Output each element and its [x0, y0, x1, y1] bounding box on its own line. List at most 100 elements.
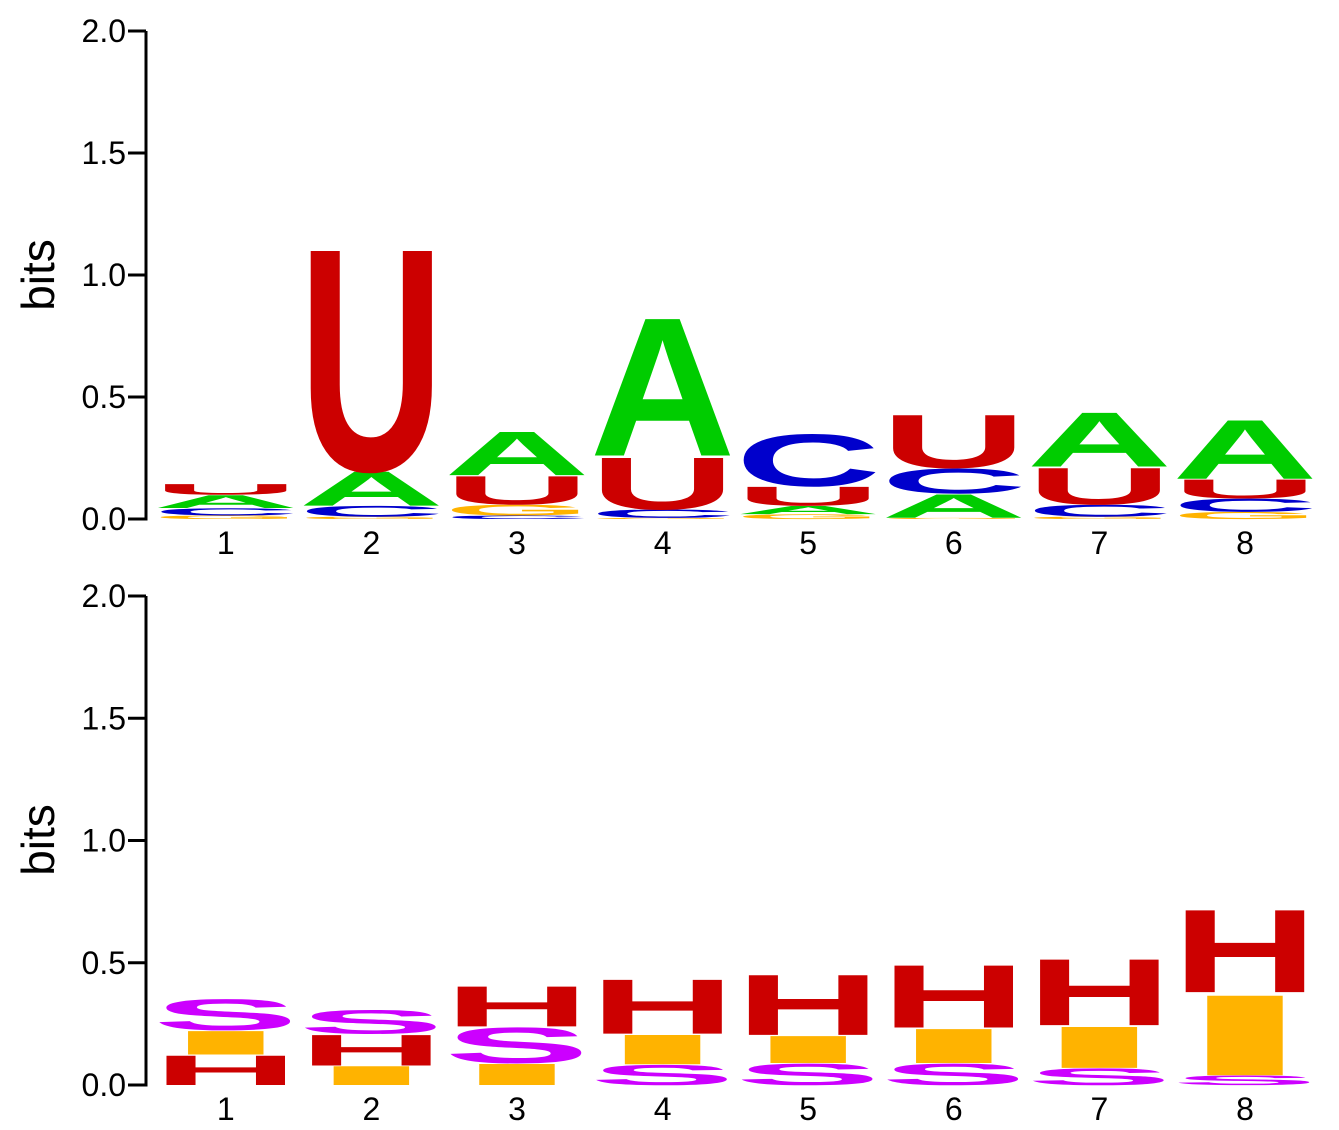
letter-stack-6: SIH [881, 947, 1027, 1092]
logo-letter-h: H [153, 1047, 299, 1094]
logo-letter-a: A [590, 277, 736, 498]
x-tick-label: 7 [1091, 1091, 1109, 1127]
logo-letter-s: S [299, 1003, 445, 1041]
logo-letter-a: A [735, 503, 881, 516]
logo-letter-a: A [881, 487, 1027, 525]
x-tick-label: 4 [654, 525, 672, 561]
y-tick-label: 0.5 [82, 945, 126, 981]
logo-letter-a: A [1027, 397, 1173, 484]
y-tick-label: 0.0 [82, 501, 126, 537]
y-tick-label: 2.0 [82, 578, 126, 614]
logo-letter-a: A [153, 491, 299, 512]
x-tick-label: 8 [1236, 525, 1254, 561]
x-tick-label: 5 [799, 1091, 817, 1127]
logo-letter-g: G [1172, 510, 1318, 521]
x-tick-label: 3 [508, 525, 526, 561]
x-tick-label: 1 [217, 525, 235, 561]
logo-letter-i: I [590, 1026, 736, 1073]
letter-stack-2: IHS [299, 1003, 445, 1091]
logo-letter-c: C [1027, 501, 1173, 520]
logo-letter-s: S [881, 1058, 1027, 1092]
y-tick-label: 1.5 [82, 135, 126, 171]
logo-letter-c: C [881, 461, 1027, 501]
logo-letter-c: C [1172, 495, 1318, 516]
x-tick-label: 6 [945, 525, 963, 561]
y-tick-label: 0.0 [82, 1067, 126, 1103]
logo-letter-u: U [153, 481, 299, 498]
x-tick-label: 2 [363, 1091, 381, 1127]
logo-letter-g: G [1027, 516, 1173, 520]
y-axis-title: bits [12, 239, 64, 311]
logo-letter-s: S [153, 990, 299, 1039]
y-tick-label: 0.5 [82, 379, 126, 415]
logo-letter-i: I [1172, 971, 1318, 1100]
logo-letter-u: U [881, 399, 1027, 484]
logo-letter-g: G [881, 517, 1027, 519]
logo-letter-i: I [153, 1024, 299, 1062]
logo-letter-h: H [590, 964, 736, 1051]
letter-stack-5: SIH [735, 957, 881, 1092]
logo-letter-h: H [881, 947, 1027, 1047]
logo-letter-h: H [299, 1026, 445, 1075]
logo-letter-c: C [153, 506, 299, 517]
logo-letter-s: S [735, 1058, 881, 1092]
x-tick-label: 1 [217, 1091, 235, 1127]
logo-letter-h: H [735, 957, 881, 1054]
logo-letter-g: G [735, 513, 881, 521]
logo-letter-s: S [590, 1059, 736, 1091]
logo-letter-i: I [299, 1060, 445, 1090]
x-tick-label: 4 [654, 1091, 672, 1127]
logo-letter-g: G [590, 517, 736, 519]
letter-stack-4: SIH [590, 964, 736, 1091]
x-tick-label: 2 [363, 525, 381, 561]
logo-letter-i: I [735, 1028, 881, 1072]
letter-stack-3: ISH [444, 975, 590, 1092]
y-tick-label: 1.0 [82, 823, 126, 859]
x-tick-label: 3 [508, 1091, 526, 1127]
y-tick-label: 1.0 [82, 257, 126, 293]
x-tick-label: 5 [799, 525, 817, 561]
letter-stack-1: HIS [153, 990, 299, 1094]
x-tick-label: 8 [1236, 1091, 1254, 1127]
logo-letter-u: U [735, 481, 881, 511]
logo-letter-h: H [1172, 885, 1318, 1018]
letter-stack-7: SIH [1027, 939, 1173, 1090]
logo-letter-c: C [299, 503, 445, 520]
logo-letter-a: A [444, 418, 590, 488]
logo-letter-h: H [1027, 939, 1173, 1045]
logo-letter-u: U [1027, 457, 1173, 515]
y-tick-label: 1.5 [82, 700, 126, 736]
y-axis-title: bits [12, 804, 64, 876]
x-tick-label: 7 [1091, 525, 1109, 561]
logo-letter-u: U [299, 183, 445, 538]
logo-letter-s: S [1172, 1073, 1318, 1088]
logo-letter-g: G [153, 514, 299, 520]
letter-stack-8: SIH [1172, 885, 1318, 1100]
logo-letter-s: S [1027, 1063, 1173, 1090]
logo-letter-h: H [444, 975, 590, 1039]
logo-letter-u: U [1172, 474, 1318, 504]
x-tick-label: 6 [945, 1091, 963, 1127]
logo-letter-u: U [590, 442, 736, 525]
logo-letter-a: A [1172, 402, 1318, 497]
logo-letter-c: C [444, 514, 590, 520]
logo-letter-g: G [299, 516, 445, 520]
logo-letter-g: G [444, 502, 590, 519]
logo-letter-s: S [444, 1017, 590, 1074]
logo-letter-a: A [299, 461, 445, 516]
logo-letter-c: C [735, 419, 881, 502]
logo-letter-c: C [590, 507, 736, 520]
y-tick-label: 2.0 [82, 13, 126, 49]
logo-letter-i: I [881, 1018, 1027, 1073]
